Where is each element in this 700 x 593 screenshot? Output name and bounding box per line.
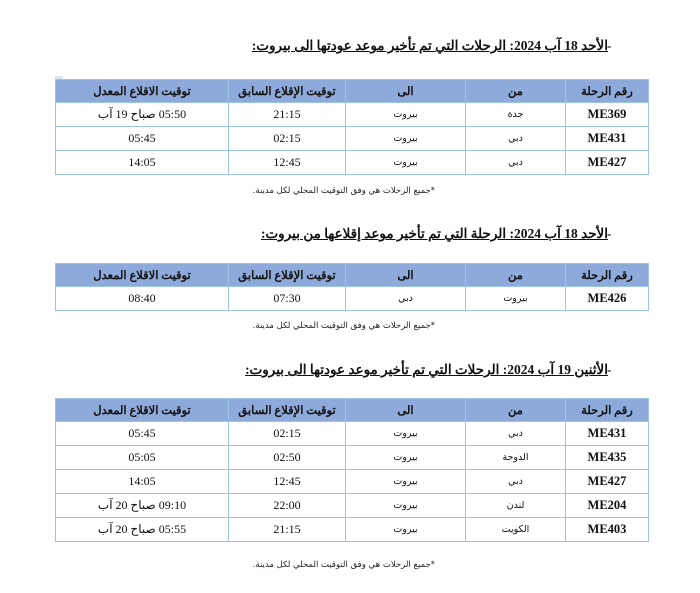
revised-departure: 05:55 صباح 20 آب — [55, 517, 229, 542]
destination: بيروت — [345, 421, 466, 446]
column-header: توقيت الإقلاع السابق — [228, 398, 346, 422]
flight-number: ME427 — [565, 150, 649, 175]
previous-departure: 21:15 — [228, 517, 346, 542]
previous-departure: 12:45 — [228, 150, 346, 175]
destination: بيروت — [345, 493, 466, 518]
flight-number: ME426 — [565, 286, 649, 311]
table-row: ME369 جدة بيروت 21:15 05:50 صباح 19 آب — [55, 102, 649, 127]
table-row: ME427 دبي بيروت 12:45 14:05 — [55, 150, 649, 175]
table-row: ME403 الكويت بيروت 21:15 05:55 صباح 20 آب — [55, 517, 649, 542]
column-header: الى — [345, 79, 466, 103]
origin: لندن — [465, 493, 566, 518]
destination: بيروت — [345, 150, 466, 175]
column-header: الى — [345, 398, 466, 422]
column-header: توقيت الاقلاع المعدل — [55, 79, 229, 103]
column-header: رقم الرحلة — [565, 263, 649, 287]
destination: بيروت — [345, 102, 466, 127]
flight-number: ME427 — [565, 469, 649, 494]
flights-table: رقم الرحلة من الى توقيت الإقلاع السابق توقيت… — [55, 263, 649, 311]
section-heading: الأثنين 19 آب 2024: الرحلات التي تم تأخي… — [245, 362, 608, 378]
destination: بيروت — [345, 126, 466, 151]
table-row: ME204 لندن بيروت 22:00 09:10 صباح 20 آب — [55, 493, 649, 518]
column-header: توقيت الإقلاع السابق — [228, 79, 346, 103]
revised-departure: 14:05 — [55, 150, 229, 175]
table-row: ME435 الدوحة بيروت 02:50 05:05 — [55, 445, 649, 470]
flight-number: ME403 — [565, 517, 649, 542]
table-header-row: رقم الرحلة من الى توقيت الإقلاع السابق توقيت… — [55, 398, 649, 422]
section-heading: الأحد 18 آب 2024: الرحلة التي تم تأخير م… — [261, 226, 608, 242]
previous-departure: 02:15 — [228, 126, 346, 151]
section-heading-text: الأحد 18 آب 2024: الرحلات التي تم تأخير … — [251, 38, 608, 53]
origin: دبي — [465, 150, 566, 175]
previous-departure: 22:00 — [228, 493, 346, 518]
column-header: من — [465, 79, 566, 103]
destination: بيروت — [345, 445, 466, 470]
heading-bullet: - — [607, 226, 612, 241]
table-row: ME427 دبي بيروت 12:45 14:05 — [55, 469, 649, 494]
table-row: ME431 دبي بيروت 02:15 05:45 — [55, 421, 649, 446]
revised-departure: 08:40 — [55, 286, 229, 311]
flights-table: رقم الرحلة من الى توقيت الإقلاع السابق توقيت… — [55, 398, 649, 542]
column-header: رقم الرحلة — [565, 79, 649, 103]
heading-bullet: - — [607, 38, 612, 53]
destination: بيروت — [345, 517, 466, 542]
timezone-note: *جميع الرحلات هي وفق التوقيت المحلي لكل … — [252, 321, 435, 331]
section-heading-text: الأثنين 19 آب 2024: الرحلات التي تم تأخي… — [245, 362, 608, 377]
flight-number: ME204 — [565, 493, 649, 518]
column-header: الى — [345, 263, 466, 287]
origin: دبي — [465, 126, 566, 151]
column-header: توقيت الإقلاع السابق — [228, 263, 346, 287]
column-header: من — [465, 263, 566, 287]
revised-departure: 05:50 صباح 19 آب — [55, 102, 229, 127]
flight-number: ME369 — [565, 102, 649, 127]
previous-departure: 02:50 — [228, 445, 346, 470]
table-row: ME431 دبي بيروت 02:15 05:45 — [55, 126, 649, 151]
flight-number: ME435 — [565, 445, 649, 470]
heading-bullet: - — [607, 362, 612, 377]
origin: جدة — [465, 102, 566, 127]
revised-departure: 05:05 — [55, 445, 229, 470]
table-corner-marker — [55, 76, 63, 81]
destination: دبي — [345, 286, 466, 311]
origin: الكويت — [465, 517, 566, 542]
revised-departure: 14:05 — [55, 469, 229, 494]
timezone-note: *جميع الرحلات هي وفق التوقيت المحلي لكل … — [252, 186, 435, 196]
destination: بيروت — [345, 469, 466, 494]
previous-departure: 02:15 — [228, 421, 346, 446]
flights-table: رقم الرحلة من الى توقيت الإقلاع السابق توقيت… — [55, 79, 649, 175]
table-header-row: رقم الرحلة من الى توقيت الإقلاع السابق توقيت… — [55, 263, 649, 287]
origin: دبي — [465, 469, 566, 494]
previous-departure: 12:45 — [228, 469, 346, 494]
origin: بيروت — [465, 286, 566, 311]
table-row: ME426 بيروت دبي 07:30 08:40 — [55, 286, 649, 311]
revised-departure: 05:45 — [55, 421, 229, 446]
section-heading: الأحد 18 آب 2024: الرحلات التي تم تأخير … — [252, 38, 608, 54]
revised-departure: 05:45 — [55, 126, 229, 151]
flight-number: ME431 — [565, 421, 649, 446]
column-header: رقم الرحلة — [565, 398, 649, 422]
table-header-row: رقم الرحلة من الى توقيت الإقلاع السابق توقيت… — [55, 79, 649, 103]
flight-number: ME431 — [565, 126, 649, 151]
origin: دبي — [465, 421, 566, 446]
column-header: توقيت الاقلاع المعدل — [55, 398, 229, 422]
timezone-note: *جميع الرحلات هي وفق التوقيت المحلي لكل … — [252, 560, 435, 570]
column-header: توقيت الاقلاع المعدل — [55, 263, 229, 287]
section-heading-text: الأحد 18 آب 2024: الرحلة التي تم تأخير م… — [260, 226, 608, 241]
revised-departure: 09:10 صباح 20 آب — [55, 493, 229, 518]
column-header: من — [465, 398, 566, 422]
previous-departure: 21:15 — [228, 102, 346, 127]
origin: الدوحة — [465, 445, 566, 470]
previous-departure: 07:30 — [228, 286, 346, 311]
